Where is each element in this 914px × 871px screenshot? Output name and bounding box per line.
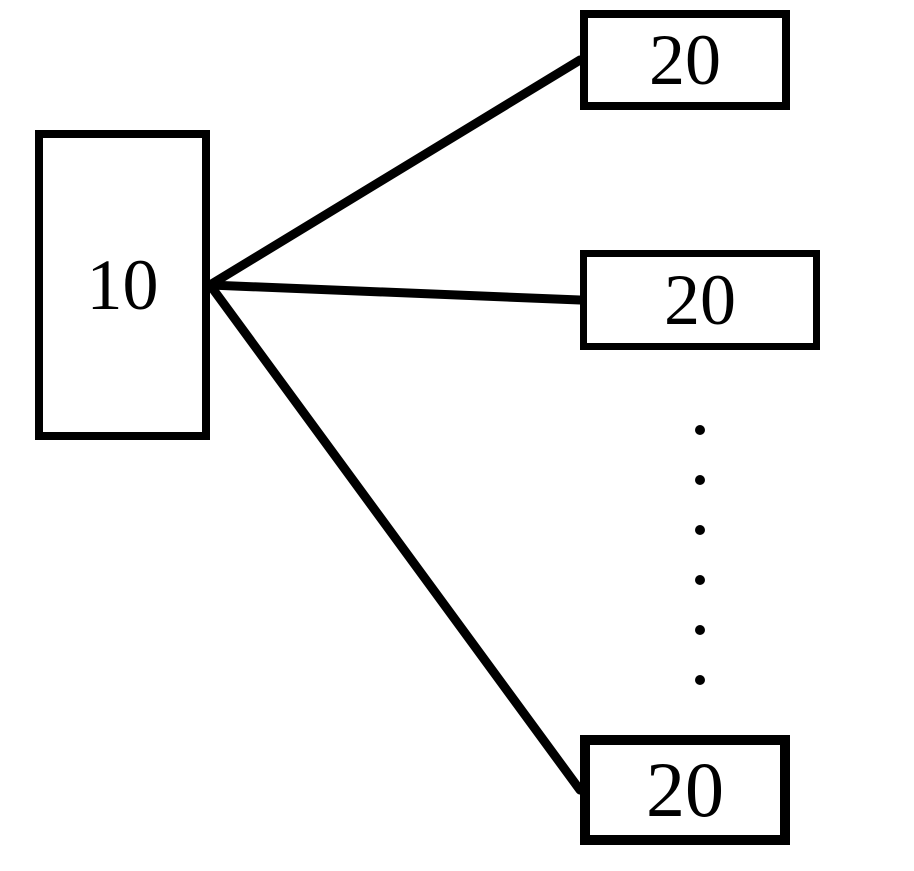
edge-root-child2 [210,285,580,300]
ellipsis-dot-4 [695,575,705,585]
ellipsis-dot-2 [695,475,705,485]
ellipsis-dot-1 [695,425,705,435]
node-child2: 20 [580,250,820,350]
node-child1-label: 20 [649,19,721,102]
edge-root-child3 [210,285,580,790]
node-child2-label: 20 [664,259,736,342]
node-child3: 20 [580,735,790,845]
node-root-label: 10 [87,244,159,327]
ellipsis-dot-3 [695,525,705,535]
ellipsis-dot-5 [695,625,705,635]
node-child3-label: 20 [646,745,724,835]
diagram-canvas: 10 20 20 20 [0,0,914,871]
node-child1: 20 [580,10,790,110]
node-root: 10 [35,130,210,440]
ellipsis-dot-6 [695,675,705,685]
edge-root-child1 [210,60,580,285]
